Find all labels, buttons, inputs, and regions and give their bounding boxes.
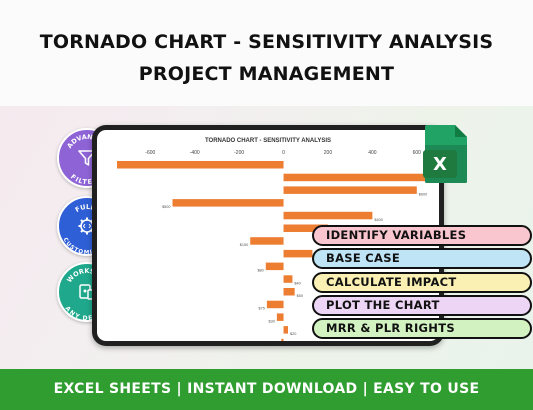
tornado-bar (281, 338, 284, 341)
excel-icon: X (423, 125, 467, 183)
feature-plot-the-chart: PLOT THE CHART (312, 295, 532, 316)
feature-calculate-impact: CALCULATE IMPACT (312, 272, 532, 293)
feature-base-case: BASE CASE (312, 248, 532, 269)
tornado-bar (172, 199, 284, 207)
footer-banner: EXCEL SHEETS | INSTANT DOWNLOAD | EASY T… (0, 369, 533, 410)
tornado-bar (283, 211, 373, 220)
x-tick-label: -600 (145, 150, 155, 156)
bar-data-label: $75 (259, 307, 265, 311)
bar-data-label: $80 (257, 269, 263, 273)
bar-data-label: $600 (419, 192, 427, 196)
x-tick-label: -400 (190, 150, 200, 156)
tornado-bar (250, 237, 284, 245)
tornado-bar (283, 173, 428, 182)
bar-data-label: $150 (240, 243, 248, 247)
feature-identify-variables: IDENTIFY VARIABLES (312, 225, 532, 246)
x-tick-label: 600 (413, 150, 422, 156)
x-tick-label: 400 (368, 150, 377, 156)
tornado-bar (276, 313, 284, 321)
tornado-bar (117, 161, 284, 169)
tornado-bar (265, 262, 284, 271)
tornado-bar (266, 300, 284, 309)
footer-text: EXCEL SHEETS | INSTANT DOWNLOAD | EASY T… (53, 381, 480, 397)
x-tick-label: 0 (282, 150, 285, 156)
bar-data-label: $40 (294, 281, 300, 285)
bar-data-label: $400 (374, 218, 382, 222)
x-tick-label: 200 (324, 150, 333, 156)
header-band: TORNADO CHART - SENSITIVITY ANALYSIS PRO… (0, 0, 533, 106)
feature-mrr-plr-rights: MRR & PLR RIGHTS (312, 318, 532, 339)
tornado-bar (283, 224, 328, 232)
tornado-chart: -600-400-2000200400600$600$500$400$200$1… (117, 150, 428, 341)
tornado-bar (283, 326, 288, 334)
bar-data-label: $20 (290, 332, 296, 336)
bar-data-label: $50 (297, 294, 303, 298)
page-title: TORNADO CHART - SENSITIVITY ANALYSIS (39, 31, 494, 53)
bar-data-label: $500 (162, 205, 170, 209)
chart-title: TORNADO CHART - SENSITIVITY ANALYSIS (204, 138, 331, 144)
page-subtitle: PROJECT MANAGEMENT (138, 63, 395, 85)
x-tick-label: -200 (234, 150, 244, 156)
tornado-bar (283, 275, 293, 283)
bar-data-label: $30 (269, 319, 275, 323)
tornado-bar (283, 249, 313, 258)
svg-text:FULLY: FULLY (74, 203, 101, 214)
tornado-bar (283, 288, 295, 296)
tornado-bar (283, 186, 417, 194)
excel-letter: X (433, 154, 447, 175)
